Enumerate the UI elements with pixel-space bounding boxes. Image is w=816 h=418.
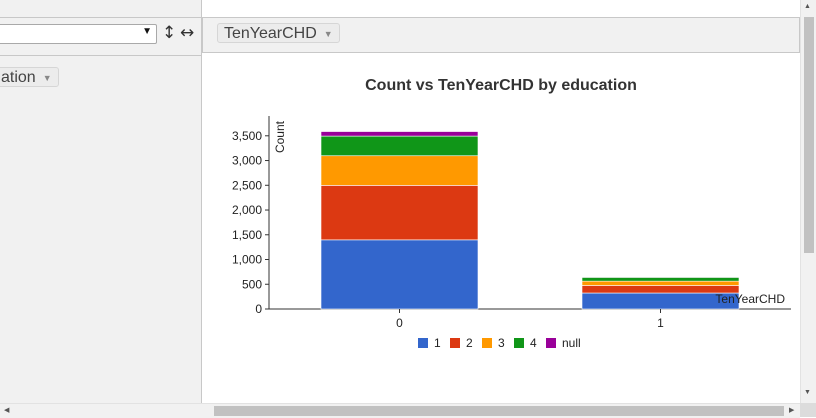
horizontal-scroll-thumb[interactable] [214, 406, 784, 416]
legend-label: 3 [498, 336, 505, 350]
chart-area: Count vs TenYearCHD by education 0 500 1,00… [202, 53, 800, 403]
y-tick-label: 2,500 [232, 178, 262, 192]
legend-swatch [546, 338, 556, 348]
x-axis-pill-label: TenYearCHD [224, 25, 317, 43]
y-tick-label: 0 [255, 302, 262, 316]
left-toolbar: ▼ ↕ ↔ [0, 17, 201, 56]
scroll-left-icon[interactable]: ◀ [4, 407, 10, 414]
horizontal-resize-icon[interactable]: ↔ [180, 23, 195, 43]
horizontal-scrollbar[interactable]: ◀ ▶ [0, 403, 800, 418]
legend-label: 2 [466, 336, 473, 350]
vertical-scroll-thumb[interactable] [804, 17, 814, 253]
left-panel [0, 0, 202, 403]
legend-label: null [562, 336, 581, 350]
scroll-down-icon[interactable]: ▼ [804, 389, 811, 396]
bar-segment [581, 277, 740, 282]
bar-segment [581, 276, 740, 278]
y-tick-label: 3,000 [232, 154, 262, 168]
vertical-scrollbar[interactable]: ▲ ▼ [800, 0, 816, 403]
caret-down-icon: ▼ [42, 73, 52, 83]
legend-swatch [482, 338, 492, 348]
legend-swatch [514, 338, 524, 348]
bar-segment [581, 280, 740, 286]
x-tick-label: 1 [657, 316, 664, 330]
column-select[interactable]: ▼ [0, 24, 157, 44]
legend-label: 1 [434, 336, 441, 350]
scrollbar-corner [800, 403, 816, 417]
y-tick-label: 500 [242, 277, 262, 291]
chart-title: Count vs TenYearCHD by education [365, 77, 637, 94]
x-axis-label: TenYearCHD [715, 292, 785, 306]
bar-segment [320, 131, 479, 137]
vertical-resize-icon[interactable]: ↕ [162, 23, 177, 43]
y-axis-label: Count [273, 120, 287, 153]
bar-segment [320, 135, 479, 157]
x-tick-label: 0 [396, 316, 403, 330]
scroll-up-icon[interactable]: ▲ [804, 3, 811, 10]
stacked-bar-chart: Count vs TenYearCHD by education 0 500 1,00… [232, 77, 791, 350]
bar-segment [320, 155, 479, 186]
x-axis-pill[interactable]: TenYearCHD ▼ [217, 23, 340, 43]
y-tick-label: 2,000 [232, 203, 262, 217]
bar-segment [320, 239, 479, 310]
caret-down-icon: ▼ [323, 29, 333, 39]
y-tick-label: 1,000 [232, 253, 262, 267]
select-caret-icon: ▼ [142, 26, 152, 37]
scroll-right-icon[interactable]: ▶ [789, 407, 795, 414]
bar-segment [320, 185, 479, 241]
color-by-pill-label: ation [1, 69, 36, 87]
y-tick-label: 3,500 [232, 129, 262, 143]
right-toolbar: TenYearCHD ▼ [202, 17, 800, 53]
color-by-pill[interactable]: ation ▼ [0, 67, 59, 87]
y-tick-label: 1,500 [232, 228, 262, 242]
legend-swatch [418, 338, 428, 348]
legend-label: 4 [530, 336, 537, 350]
legend-swatch [450, 338, 460, 348]
